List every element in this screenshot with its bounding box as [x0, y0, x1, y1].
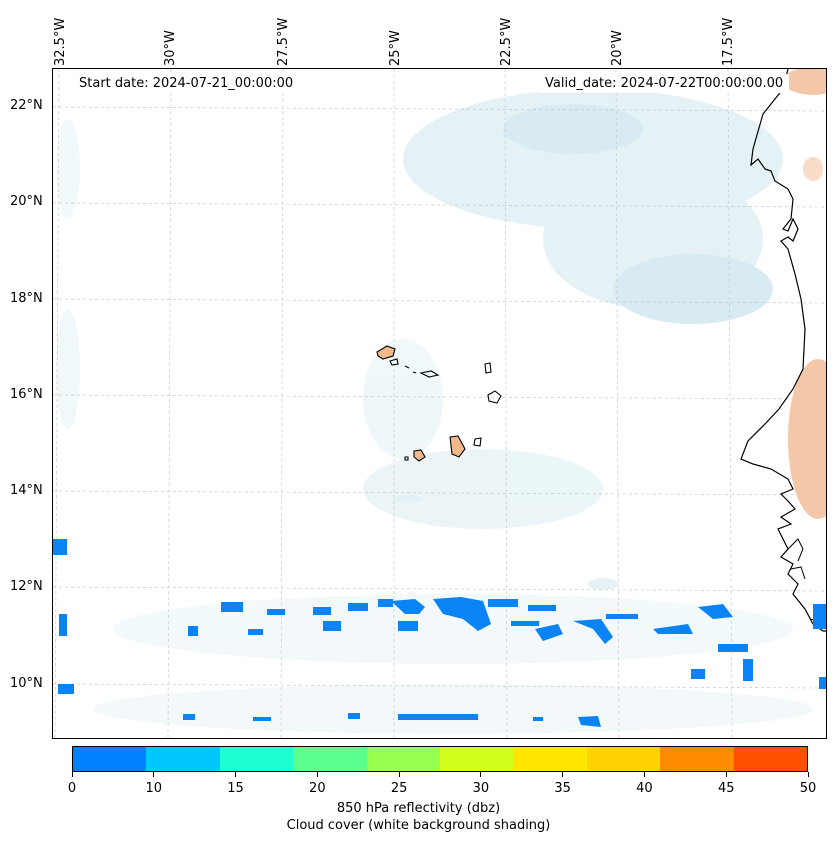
lat-label-18n: 18°N [10, 291, 43, 306]
lat-label-10n: 10°N [10, 676, 43, 691]
lat-label-22n: 22°N [10, 98, 43, 113]
valid-date-label: Valid_date: 2024-07-22T00:00:00.00 [539, 74, 790, 93]
coast-detail [787, 538, 826, 630]
colorbar-tick-mark [235, 772, 237, 777]
colorbar-tick-mark [562, 772, 564, 777]
colorbar-tick-mark [71, 772, 73, 777]
lon-label-27-5w: 27.5°W [276, 17, 291, 66]
lat-label-20n: 20°N [10, 194, 43, 209]
colorbar-tick-mark [807, 772, 809, 777]
colorbar-segment-1 [146, 747, 220, 771]
map-panel [52, 68, 827, 739]
colorbar-tick-mark [153, 772, 155, 777]
lon-label-22-5w: 22.5°W [499, 17, 514, 66]
colorbar-tick-label: 30 [472, 781, 490, 796]
colorbar-tick-label: 45 [717, 781, 735, 796]
colorbar-segment-8 [660, 747, 734, 771]
colorbar-label: 850 hPa reflectivity (dbz) [336, 801, 501, 816]
lon-label-32-5w: 32.5°W [53, 17, 68, 66]
start-date-label: Start date: 2024-07-21_00:00:00 [73, 74, 300, 93]
lon-label-17-5w: 17.5°W [721, 17, 736, 66]
colorbar-tick-label: 25 [390, 781, 408, 796]
colorbar-tick-mark [480, 772, 482, 777]
colorbar-segment-5 [440, 747, 514, 771]
colorbar-segment-6 [513, 747, 587, 771]
lon-label-20w: 20°W [610, 30, 625, 66]
colorbar-tick-mark [316, 772, 318, 777]
colorbar-tick-label: 10 [145, 781, 163, 796]
colorbar [72, 746, 808, 772]
warm-shading [783, 69, 826, 519]
colorbar-segment-7 [586, 747, 661, 771]
reflectivity-patches [53, 539, 826, 727]
colorbar-tick-mark [643, 772, 645, 777]
colorbar-segment-0 [73, 747, 147, 771]
map-canvas [53, 69, 826, 738]
colorbar-sublabel: Cloud cover (white background shading) [286, 818, 551, 833]
africa-coastline [740, 69, 826, 632]
cape-verde-islands [376, 345, 502, 462]
lon-label-30w: 30°W [163, 30, 178, 66]
lat-label-12n: 12°N [10, 579, 43, 594]
lon-label-25w: 25°W [388, 30, 403, 66]
colorbar-tick-label: 0 [67, 781, 77, 796]
lat-label-16n: 16°N [10, 387, 43, 402]
colorbar-tick-mark [398, 772, 400, 777]
lat-label-14n: 14°N [10, 483, 43, 498]
colorbar-tick-mark [725, 772, 727, 777]
colorbar-tick-label: 15 [227, 781, 244, 796]
colorbar-tick-label: 35 [554, 781, 571, 796]
colorbar-segment-4 [366, 747, 441, 771]
colorbar-tick-label: 40 [636, 781, 653, 796]
colorbar-segment-3 [293, 747, 367, 771]
colorbar-segment-9 [733, 747, 808, 771]
colorbar-tick-label: 50 [799, 781, 817, 796]
colorbar-tick-label: 20 [309, 781, 326, 796]
colorbar-segment-2 [219, 747, 294, 771]
graticule [53, 69, 826, 738]
